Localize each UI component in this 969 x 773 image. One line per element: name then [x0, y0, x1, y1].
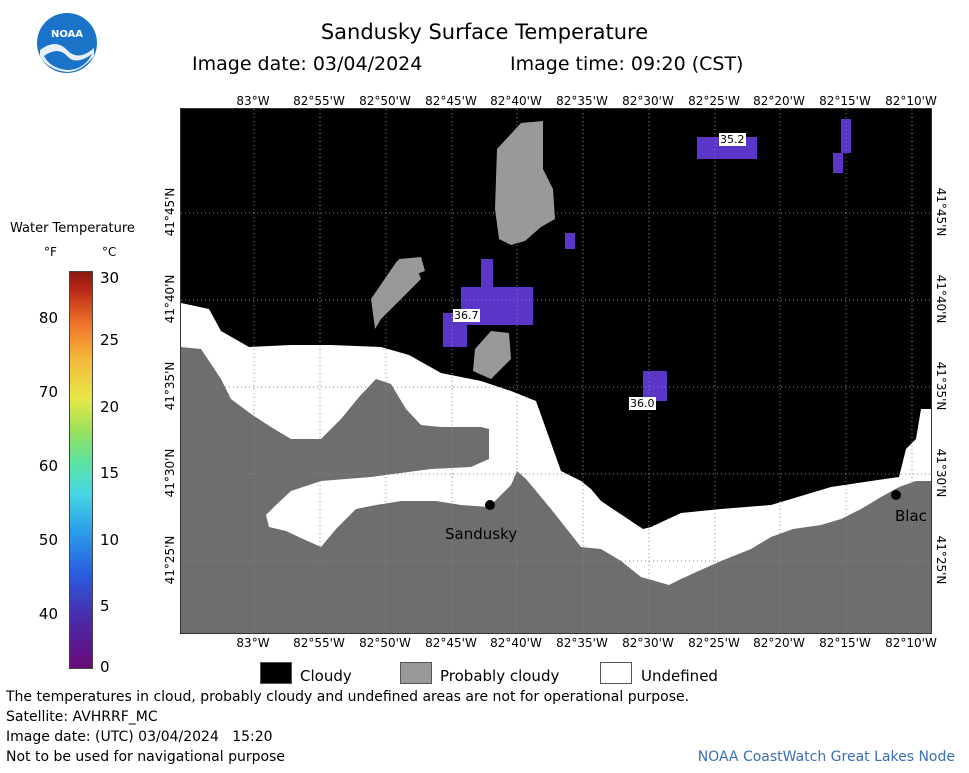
lon-label-bottom: 82°55'W [293, 636, 345, 650]
temperature-label: 35.2 [719, 133, 746, 146]
fahrenheit-tick: 70 [38, 383, 58, 401]
lon-label-top: 83°W [236, 94, 270, 108]
land-area [181, 347, 931, 633]
fahrenheit-tick: 60 [38, 457, 58, 475]
probably-cloudy-island [495, 121, 555, 245]
celsius-tick: 25 [100, 331, 120, 349]
footer-utc-date: Image date: (UTC) 03/04/2024 15:20 [6, 729, 273, 745]
footer-credit: NOAA CoastWatch Great Lakes Node [697, 749, 955, 765]
temperature-label: 36.7 [453, 309, 480, 322]
lon-label-top: 82°50'W [359, 94, 411, 108]
lon-label-bottom: 82°15'W [819, 636, 871, 650]
celsius-tick: 30 [100, 269, 120, 287]
legend-title: Water Temperature [10, 221, 135, 236]
celsius-tick: 10 [100, 531, 120, 549]
city-label-sandusky: Sandusky [445, 525, 518, 543]
lat-label-left: 41°45'N [163, 187, 177, 237]
lon-label-bottom: 82°10'W [885, 636, 937, 650]
lon-label-top: 82°15'W [819, 94, 871, 108]
map-panel[interactable]: 36.7 35.2 36.0 Sandusky Blac [180, 108, 932, 634]
legend-swatch-undefined [600, 662, 632, 684]
lon-label-bottom: 83°W [236, 636, 270, 650]
lon-label-top: 82°40'W [490, 94, 542, 108]
legend-label-cloudy: Cloudy [300, 667, 352, 685]
legend-swatch-probably-cloudy [400, 662, 432, 684]
cold-water-patch [481, 259, 493, 287]
cloud-area [181, 109, 931, 529]
graticule [181, 109, 931, 633]
legend-label-undefined: Undefined [641, 667, 718, 685]
lat-label-left: 41°25'N [163, 535, 177, 585]
legend-swatch-cloudy [260, 662, 292, 684]
lon-label-top: 82°30'W [622, 94, 674, 108]
lat-label-right: 41°35'N [934, 361, 948, 411]
cold-water-patch [565, 233, 575, 249]
footer-navigation: Not to be used for navigational purpose [6, 749, 285, 765]
celsius-tick: 0 [100, 658, 110, 676]
lon-label-top: 82°55'W [293, 94, 345, 108]
lat-label-left: 41°30'N [163, 448, 177, 498]
lon-label-bottom: 82°30'W [622, 636, 674, 650]
lat-label-right: 41°40'N [934, 274, 948, 324]
fahrenheit-tick: 40 [38, 605, 58, 623]
blac-marker [891, 490, 901, 500]
lon-label-bottom: 82°45'W [425, 636, 477, 650]
legend-unit-celsius: °C [102, 245, 117, 259]
fahrenheit-tick: 80 [38, 309, 58, 327]
lon-label-bottom: 82°35'W [556, 636, 608, 650]
celsius-tick: 15 [100, 464, 120, 482]
noaa-logo: NOAA [36, 12, 98, 74]
footer-disclaimer: The temperatures in cloud, probably clou… [6, 689, 690, 705]
cold-water-patch [841, 119, 851, 153]
fahrenheit-tick: 50 [38, 531, 58, 549]
image-date: Image date: 03/04/2024 [192, 53, 423, 75]
lon-label-top: 82°25'W [688, 94, 740, 108]
temperature-label: 36.0 [629, 397, 656, 410]
lon-label-top: 82°35'W [556, 94, 608, 108]
lon-label-bottom: 82°50'W [359, 636, 411, 650]
sandusky-marker [485, 500, 495, 510]
lon-label-top: 82°45'W [425, 94, 477, 108]
lon-label-top: 82°20'W [753, 94, 805, 108]
legend-label-probably-cloudy: Probably cloudy [440, 667, 560, 685]
lon-label-bottom: 82°20'W [753, 636, 805, 650]
cold-water-patch [643, 371, 667, 401]
lat-label-left: 41°40'N [163, 274, 177, 324]
noaa-logo-text: NOAA [50, 29, 84, 40]
probably-cloudy-island [473, 331, 511, 379]
lon-label-bottom: 82°25'W [688, 636, 740, 650]
celsius-tick: 5 [100, 597, 110, 615]
probably-cloudy-island [393, 257, 425, 279]
footer-satellite: Satellite: AVHRRF_MC [6, 709, 158, 725]
lon-label-top: 82°10'W [885, 94, 937, 108]
lat-label-left: 41°35'N [163, 361, 177, 411]
lat-label-right: 41°25'N [934, 535, 948, 585]
page-title: Sandusky Surface Temperature [320, 20, 649, 44]
cold-water-patch [833, 153, 843, 173]
legend-unit-fahrenheit: °F [44, 245, 57, 259]
city-label-blac: Blac [895, 507, 927, 525]
temperature-colorbar [69, 271, 93, 669]
map-canvas [181, 109, 931, 633]
celsius-tick: 20 [100, 398, 120, 416]
lat-label-right: 41°45'N [934, 187, 948, 237]
image-time: Image time: 09:20 (CST) [510, 53, 744, 75]
lat-label-right: 41°30'N [934, 448, 948, 498]
lon-label-bottom: 82°40'W [490, 636, 542, 650]
